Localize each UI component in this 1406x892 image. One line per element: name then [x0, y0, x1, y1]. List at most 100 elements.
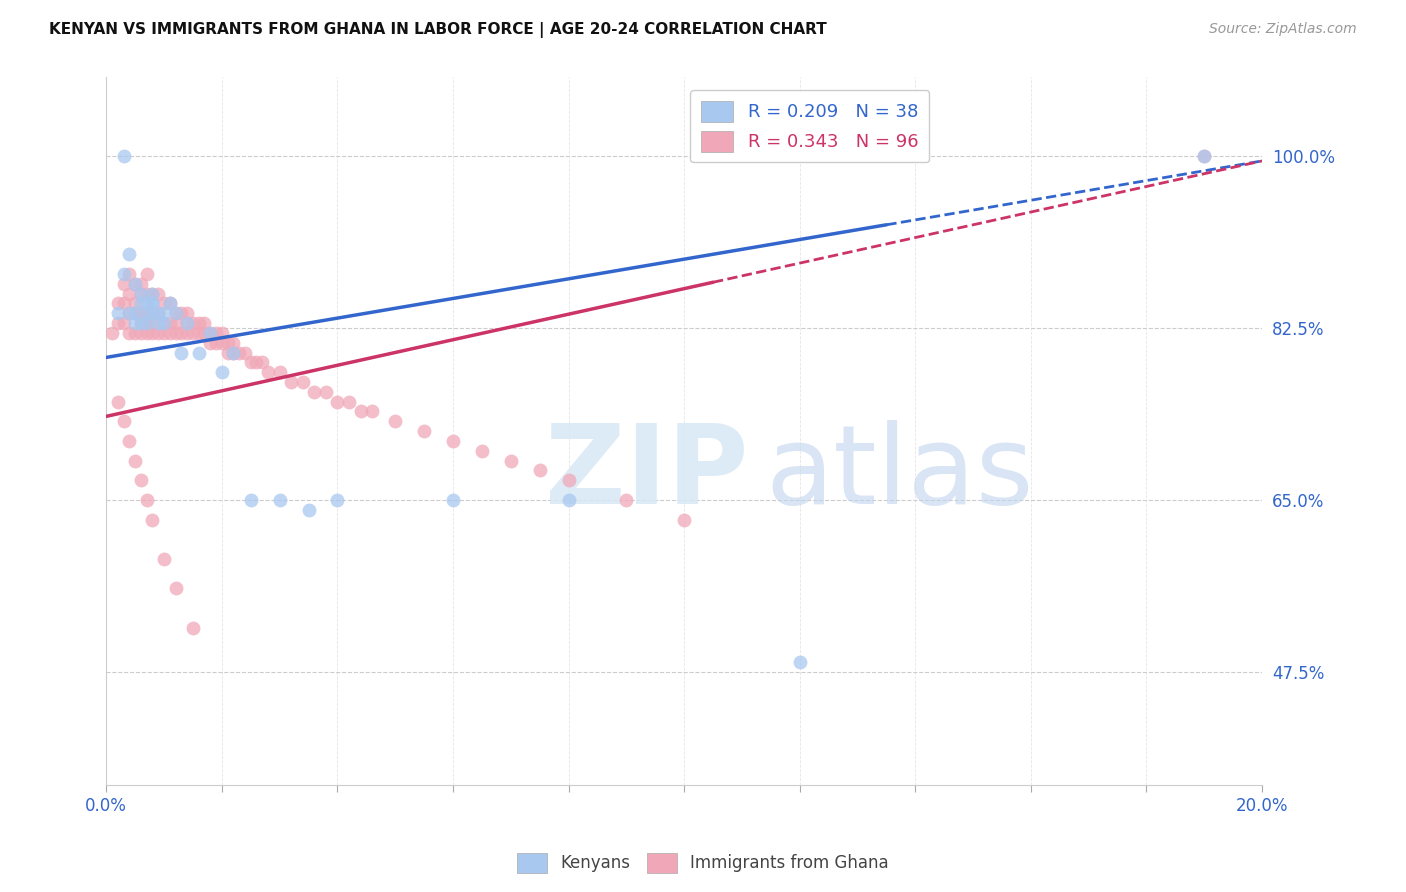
Point [129, 473, 152, 487]
Point [252, 355, 274, 369]
Point [141, 326, 163, 340]
Point [129, 316, 152, 330]
Point [1194, 149, 1216, 163]
Point [129, 306, 152, 320]
Point [141, 316, 163, 330]
Text: atlas: atlas [765, 420, 1033, 527]
Point [205, 326, 228, 340]
Point [153, 326, 176, 340]
Point [304, 384, 326, 399]
Point [141, 296, 163, 310]
Point [112, 414, 135, 428]
Point [141, 286, 163, 301]
Point [129, 286, 152, 301]
Point [245, 355, 267, 369]
Point [222, 335, 245, 350]
Point [135, 316, 157, 330]
Point [141, 306, 163, 320]
Point [326, 492, 349, 507]
Point [107, 316, 129, 330]
Point [153, 551, 176, 566]
Point [789, 655, 811, 669]
Point [170, 326, 193, 340]
Text: ZIP: ZIP [546, 420, 749, 527]
Point [499, 453, 522, 467]
Point [118, 306, 141, 320]
Point [112, 296, 135, 310]
Point [112, 149, 135, 163]
Point [529, 463, 551, 477]
Point [205, 335, 228, 350]
Point [124, 296, 146, 310]
Point [124, 316, 146, 330]
Point [141, 286, 163, 301]
Point [107, 306, 129, 320]
Point [135, 296, 157, 310]
Point [297, 502, 319, 516]
Point [135, 306, 157, 320]
Point [153, 316, 176, 330]
Point [129, 277, 152, 291]
Point [165, 306, 187, 320]
Point [141, 512, 163, 526]
Point [124, 306, 146, 320]
Point [176, 316, 198, 330]
Point [141, 296, 163, 310]
Point [148, 306, 170, 320]
Point [135, 326, 157, 340]
Point [107, 296, 129, 310]
Text: KENYAN VS IMMIGRANTS FROM GHANA IN LABOR FORCE | AGE 20-24 CORRELATION CHART: KENYAN VS IMMIGRANTS FROM GHANA IN LABOR… [49, 22, 827, 38]
Point [148, 286, 170, 301]
Point [193, 326, 215, 340]
Point [129, 326, 152, 340]
Point [193, 316, 215, 330]
Point [441, 434, 464, 448]
Point [124, 326, 146, 340]
Text: Source: ZipAtlas.com: Source: ZipAtlas.com [1209, 22, 1357, 37]
Point [181, 316, 204, 330]
Point [118, 434, 141, 448]
Point [181, 326, 204, 340]
Point [176, 316, 198, 330]
Point [118, 326, 141, 340]
Point [129, 286, 152, 301]
Point [118, 247, 141, 261]
Point [148, 306, 170, 320]
Point [118, 267, 141, 281]
Point [315, 384, 337, 399]
Point [217, 335, 239, 350]
Point [200, 326, 222, 340]
Point [170, 345, 193, 359]
Point [153, 306, 176, 320]
Point [176, 326, 198, 340]
Point [557, 492, 579, 507]
Point [187, 326, 209, 340]
Point [159, 296, 181, 310]
Point [361, 404, 384, 418]
Point [337, 394, 360, 409]
Point [441, 492, 464, 507]
Point [112, 267, 135, 281]
Point [211, 326, 233, 340]
Point [1194, 149, 1216, 163]
Point [349, 404, 371, 418]
Point [129, 296, 152, 310]
Point [165, 326, 187, 340]
Point [135, 492, 157, 507]
Point [159, 296, 181, 310]
Point [200, 326, 222, 340]
Point [257, 365, 280, 379]
Point [280, 375, 302, 389]
Point [211, 365, 233, 379]
Point [269, 365, 291, 379]
Point [614, 492, 637, 507]
Legend: Kenyans, Immigrants from Ghana: Kenyans, Immigrants from Ghana [510, 847, 896, 880]
Point [384, 414, 406, 428]
Point [153, 296, 176, 310]
Point [124, 453, 146, 467]
Point [165, 306, 187, 320]
Point [101, 326, 124, 340]
Point [217, 345, 239, 359]
Point [118, 286, 141, 301]
Point [135, 286, 157, 301]
